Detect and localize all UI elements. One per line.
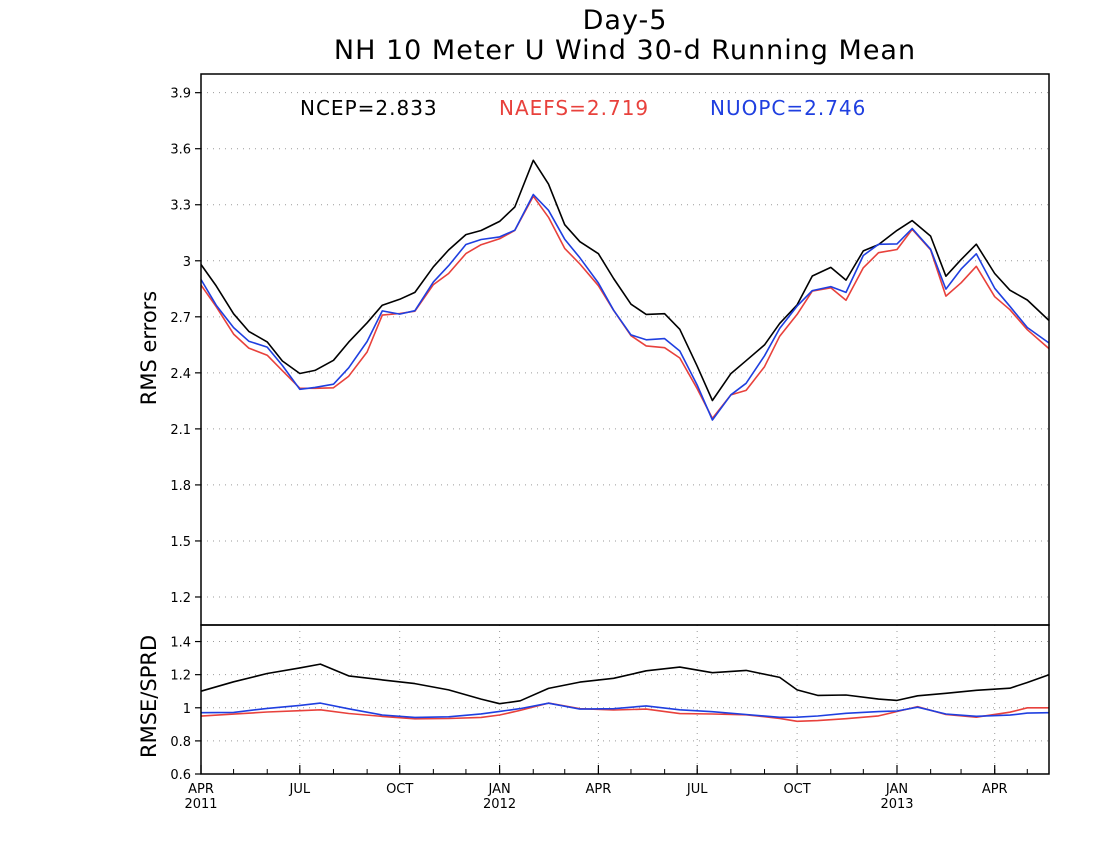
- x-tick-label: APR: [982, 782, 1008, 797]
- legend-nuopc: NUOPC=2.746: [710, 96, 867, 120]
- top-y-tick-label: 1.8: [170, 479, 191, 494]
- legend-naefs: NAEFS=2.719: [499, 96, 650, 120]
- legend-ncep: NCEP=2.833: [300, 96, 438, 120]
- top-y-tick-label: 3: [183, 255, 191, 270]
- top-series-ncep: [200, 159, 1050, 402]
- chart-subtitle: NH 10 Meter U Wind 30-d Running Mean: [333, 35, 917, 66]
- x-tick-label: JAN: [885, 782, 908, 797]
- top-y-tick-label: 3.6: [170, 143, 191, 158]
- x-tick-label: APR: [586, 782, 612, 797]
- bottom-gridlines: [201, 625, 1049, 775]
- chart-title: Day-5: [582, 5, 668, 36]
- top-y-tick-label: 3.3: [170, 199, 191, 214]
- top-plot-series: [200, 159, 1050, 421]
- top-y-ticks: 1.2 1.5 1.8 2.1 2.4 2.7 3 3.3 3.6 3.9: [170, 87, 201, 606]
- top-y-tick-label: 3.9: [170, 87, 191, 102]
- top-y-tick-label: 2.1: [170, 423, 191, 438]
- bottom-plot-frame: [200, 624, 1050, 775]
- x-tick-year-label: 2011: [184, 797, 217, 812]
- bottom-series-nuopc: [200, 702, 1050, 719]
- bottom-series-ncep: [200, 663, 1050, 705]
- bottom-y-tick-label: 0.6: [170, 768, 191, 783]
- top-gridlines: [201, 92, 1049, 598]
- top-plot-frame: [200, 73, 1050, 626]
- x-tick-label: APR: [188, 782, 214, 797]
- x-tick-year-label: 2013: [880, 797, 913, 812]
- bottom-y-tick-label: 0.8: [170, 735, 191, 750]
- bottom-y-tick-label: 1.4: [170, 636, 191, 651]
- top-y-tick-label: 1.5: [170, 535, 191, 550]
- bottom-plot-series: [200, 663, 1050, 723]
- x-tick-label: JUL: [289, 782, 311, 797]
- top-series-nuopc: [200, 193, 1050, 421]
- bottom-y-tick-label: 1.2: [170, 669, 191, 684]
- x-tick-label: OCT: [386, 782, 413, 797]
- x-tick-label: OCT: [783, 782, 810, 797]
- x-tick-year-label: 2012: [483, 797, 516, 812]
- bottom-series-naefs: [200, 702, 1049, 723]
- top-y-tick-label: 2.4: [170, 367, 191, 382]
- top-y-tick-label: 1.2: [170, 591, 191, 606]
- bottom-y-tick-label: 1: [183, 702, 191, 717]
- top-y-tick-label: 2.7: [170, 311, 191, 326]
- x-tick-label: JUL: [686, 782, 708, 797]
- x-tick-label: JAN: [487, 782, 510, 797]
- bottom-y-ticks: 0.6 0.8 1 1.2 1.4: [170, 636, 201, 783]
